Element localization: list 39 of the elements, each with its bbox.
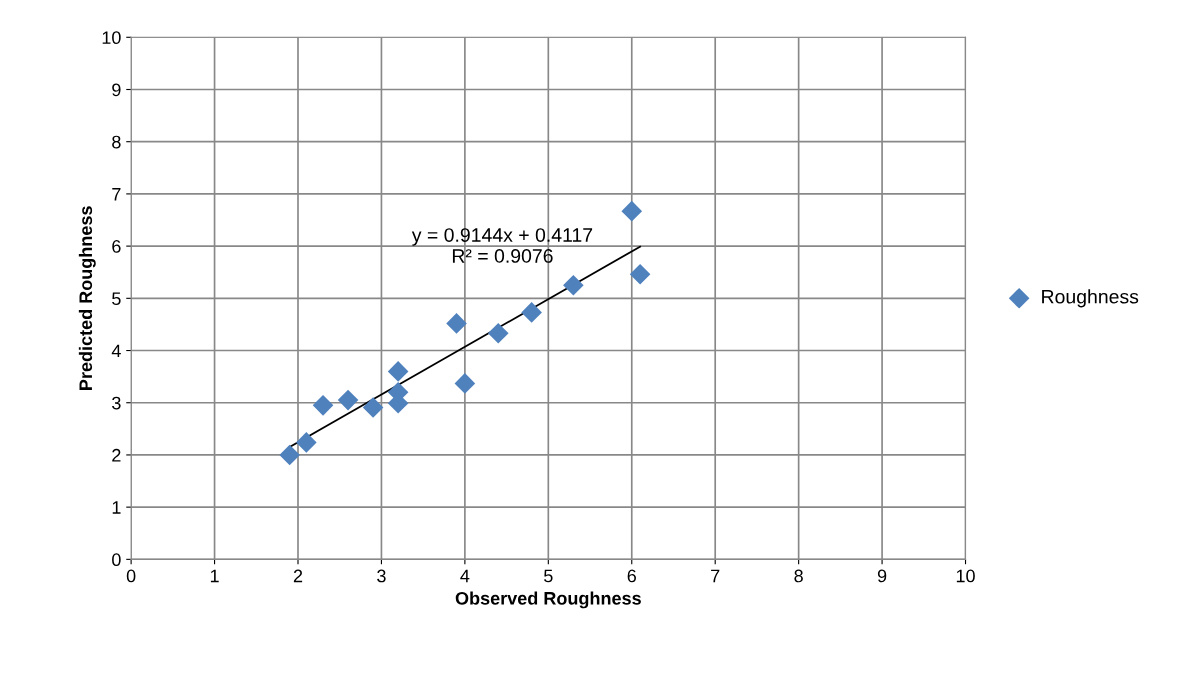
x-tick-label: 5 [544,569,553,583]
point [487,323,509,344]
x-tick-label: 7 [711,569,720,583]
y-tick-label: 4 [111,344,121,358]
y-tick-label: 3 [112,396,121,410]
x-tick-label: 6 [627,569,636,583]
y-tick-label: 2 [112,448,121,462]
annotation: y = 0.9144x + 0.4117 R² = 0.9076 [411,228,593,263]
point [629,264,651,285]
point [296,432,317,453]
y-tick-label: 10 [102,31,121,45]
y-tick-label: 5 [112,292,121,306]
x-tick-label: 2 [293,569,303,583]
x-tick-label: 3 [377,569,386,583]
y-tick-label: 0 [112,553,121,567]
point [621,200,643,222]
y-tick-label: 8 [112,135,121,149]
x-tick-label: 0 [126,569,136,583]
y-tick-label: 1 [112,501,121,514]
y-tick-label: 6 [112,240,121,253]
point [337,389,359,411]
point [563,274,584,296]
x-tick-label: 1 [210,569,219,583]
x-tick-label: 9 [877,569,887,583]
legend-label: Roughness [1042,289,1139,308]
x-tick-label: 4 [460,569,470,583]
y-tick-label: 9 [112,83,121,97]
point [312,395,334,416]
point [454,373,476,394]
y-axis-title: Predicted Roughness [78,206,96,390]
point [362,397,384,418]
y-tick-label: 7 [112,188,121,201]
x-tick-label: 8 [794,569,803,583]
point [279,444,300,466]
point [521,302,542,323]
point [387,361,409,382]
x-tick-label: 10 [956,569,975,583]
x-axis-title: Observed Roughness [455,591,641,609]
point [446,313,467,334]
